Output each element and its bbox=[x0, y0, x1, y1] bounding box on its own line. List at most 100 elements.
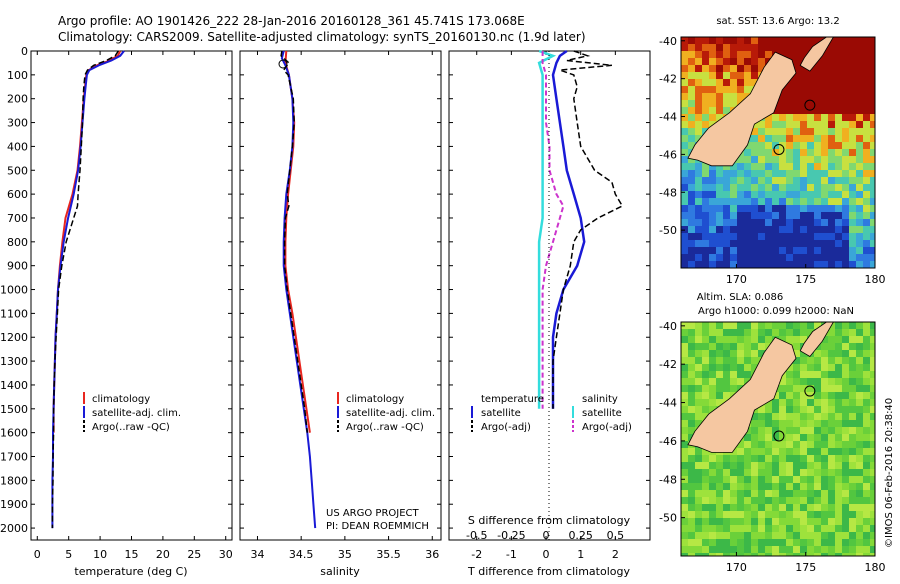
x-tick-label: 0 bbox=[543, 548, 550, 561]
s-diff-tick-label: -0.25 bbox=[497, 529, 525, 542]
map-y-tick-label: -42 bbox=[659, 358, 677, 371]
south-island-land bbox=[687, 51, 797, 167]
depth-tick-label: 1800 bbox=[0, 474, 28, 487]
panel-y-ticks bbox=[31, 50, 650, 529]
difference-series bbox=[537, 49, 624, 409]
sst-map-axes: 170 175 180 -40 -42 -44 -46 -48 -50 bbox=[659, 35, 885, 286]
depth-tick-label: 1900 bbox=[0, 498, 28, 511]
series-line-satellite-adj-clim- bbox=[51, 50, 125, 529]
title-line-1: Argo profile: AO 1901426_222 28-Jan-2016… bbox=[58, 14, 525, 28]
map-x-tick-label: 175 bbox=[795, 561, 816, 574]
sst-heatmap bbox=[681, 37, 875, 268]
map-y-tick-label: -50 bbox=[659, 224, 677, 237]
sla-map-title-2: Argo h1000: 0.099 h2000: NaN bbox=[698, 306, 854, 317]
sst-map-frame bbox=[680, 36, 876, 269]
legend-title-salinity: salinity bbox=[582, 394, 618, 405]
legend-label: Argo(-adj) bbox=[481, 422, 531, 433]
depth-tick-label: 2000 bbox=[0, 522, 28, 535]
map-y-tick-label: -44 bbox=[659, 111, 677, 124]
legend-label: Argo(..raw -QC) bbox=[346, 422, 424, 433]
depth-tick-label: 400 bbox=[7, 140, 28, 153]
x-tick-label: 34 bbox=[250, 548, 264, 561]
sla-map-frame bbox=[680, 321, 876, 557]
temperature-panel-frame bbox=[30, 50, 233, 541]
x-tick-label: 35.5 bbox=[376, 548, 401, 561]
sla-map-axes: 170 175 180 -40 -42 -44 -46 -48 -50 bbox=[659, 320, 885, 574]
s-diff-tick-label: 0.25 bbox=[568, 529, 593, 542]
temperature-series bbox=[51, 50, 125, 529]
temperature-xlabel: temperature (deg C) bbox=[74, 565, 187, 578]
map-x-tick-label: 170 bbox=[726, 273, 747, 286]
temperature-legend: climatology satellite-adj. clim. Argo(..… bbox=[83, 392, 181, 433]
x-tick-label: 0 bbox=[34, 548, 41, 561]
depth-tick-label: 0 bbox=[21, 45, 28, 58]
x-tick-label: -1 bbox=[506, 548, 517, 561]
difference-legend: temperature satellite Argo(-adj) salinit… bbox=[471, 394, 632, 433]
float-marker bbox=[804, 99, 816, 111]
x-tick-label: 20 bbox=[156, 548, 170, 561]
depth-tick-label: 600 bbox=[7, 188, 28, 201]
series-line-salinity-satellite bbox=[537, 49, 557, 409]
north-island-land bbox=[799, 322, 875, 358]
map-y-tick-label: -42 bbox=[659, 73, 677, 86]
depth-tick-label: 900 bbox=[7, 260, 28, 273]
legend-label: satellite bbox=[582, 408, 622, 419]
depth-tick-label: 1200 bbox=[0, 331, 28, 344]
x-tick-label: -2 bbox=[471, 548, 482, 561]
depth-tick-label: 1500 bbox=[0, 403, 28, 416]
argo-surface-marker bbox=[278, 59, 288, 69]
salinity-series bbox=[280, 50, 317, 529]
difference-xlabel-top: S difference from climatology bbox=[468, 514, 631, 527]
x-tick-label: 25 bbox=[187, 548, 201, 561]
depth-tick-label: 1600 bbox=[0, 427, 28, 440]
legend-label: satellite-adj. clim. bbox=[92, 408, 181, 419]
depth-tick-label: 200 bbox=[7, 93, 28, 106]
north-island-land bbox=[799, 37, 875, 72]
salinity-panel-frame bbox=[239, 50, 442, 541]
title-line-2: Climatology: CARS2009. Satellite-adjuste… bbox=[58, 30, 586, 44]
x-tick-label: 1 bbox=[577, 548, 584, 561]
credit-text: ©IMOS 06-Feb-2016 20:38:40 bbox=[884, 398, 895, 548]
series-line-temperature-argo-adj- bbox=[552, 50, 624, 409]
float-marker bbox=[804, 385, 816, 397]
depth-tick-label: 1400 bbox=[0, 379, 28, 392]
map-x-tick-label: 175 bbox=[795, 273, 816, 286]
salinity-legend: climatology satellite-adj. clim. Argo(..… bbox=[337, 392, 435, 433]
legend-label: climatology bbox=[92, 394, 150, 405]
map-y-tick-label: -40 bbox=[659, 35, 677, 48]
map-x-tick-label: 180 bbox=[865, 561, 886, 574]
map-y-tick-label: -44 bbox=[659, 397, 677, 410]
map-y-tick-label: -48 bbox=[659, 186, 677, 199]
s-diff-tick-label: 0 bbox=[543, 529, 550, 542]
x-tick-label: 36 bbox=[425, 548, 439, 561]
x-tick-label: 5 bbox=[65, 548, 72, 561]
depth-tick-label: 700 bbox=[7, 212, 28, 225]
depth-tick-label: 300 bbox=[7, 117, 28, 130]
map-y-tick-label: -50 bbox=[659, 512, 677, 525]
project-annotation-2: PI: DEAN ROEMMICH bbox=[326, 521, 429, 532]
series-line-argo-raw-qc- bbox=[280, 50, 309, 433]
legend-label: climatology bbox=[346, 394, 404, 405]
argo-location-marker bbox=[773, 143, 785, 155]
x-tick-label: 15 bbox=[125, 548, 139, 561]
series-line-argo-raw-qc- bbox=[51, 50, 119, 529]
depth-tick-label: 100 bbox=[7, 69, 28, 82]
legend-label: Argo(..raw -QC) bbox=[92, 422, 170, 433]
sla-map-title-1: Altim. SLA: 0.086 bbox=[697, 292, 783, 303]
x-tick-label: 10 bbox=[93, 548, 107, 561]
depth-tick-label: 1700 bbox=[0, 451, 28, 464]
legend-label: Argo(-adj) bbox=[582, 422, 632, 433]
series-line-salinity-argo-adj- bbox=[541, 51, 565, 409]
series-line-climatology bbox=[284, 50, 311, 433]
map-x-tick-label: 180 bbox=[865, 273, 886, 286]
s-diff-tick-label: 0.5 bbox=[607, 529, 625, 542]
temperature-x-axis: 0 5 10 15 20 25 30 bbox=[34, 51, 233, 561]
depth-tick-label: 1300 bbox=[0, 355, 28, 368]
difference-xlabel: T difference from climatology bbox=[467, 565, 630, 578]
depth-axis: 0 100 200 300 400 500 600 700 800 900 1000 1100 1200… bbox=[0, 45, 28, 535]
x-tick-label: 35 bbox=[338, 548, 352, 561]
legend-label: satellite bbox=[481, 408, 521, 419]
south-island-land bbox=[687, 336, 797, 453]
series-line-temperature-satellite bbox=[551, 49, 586, 409]
